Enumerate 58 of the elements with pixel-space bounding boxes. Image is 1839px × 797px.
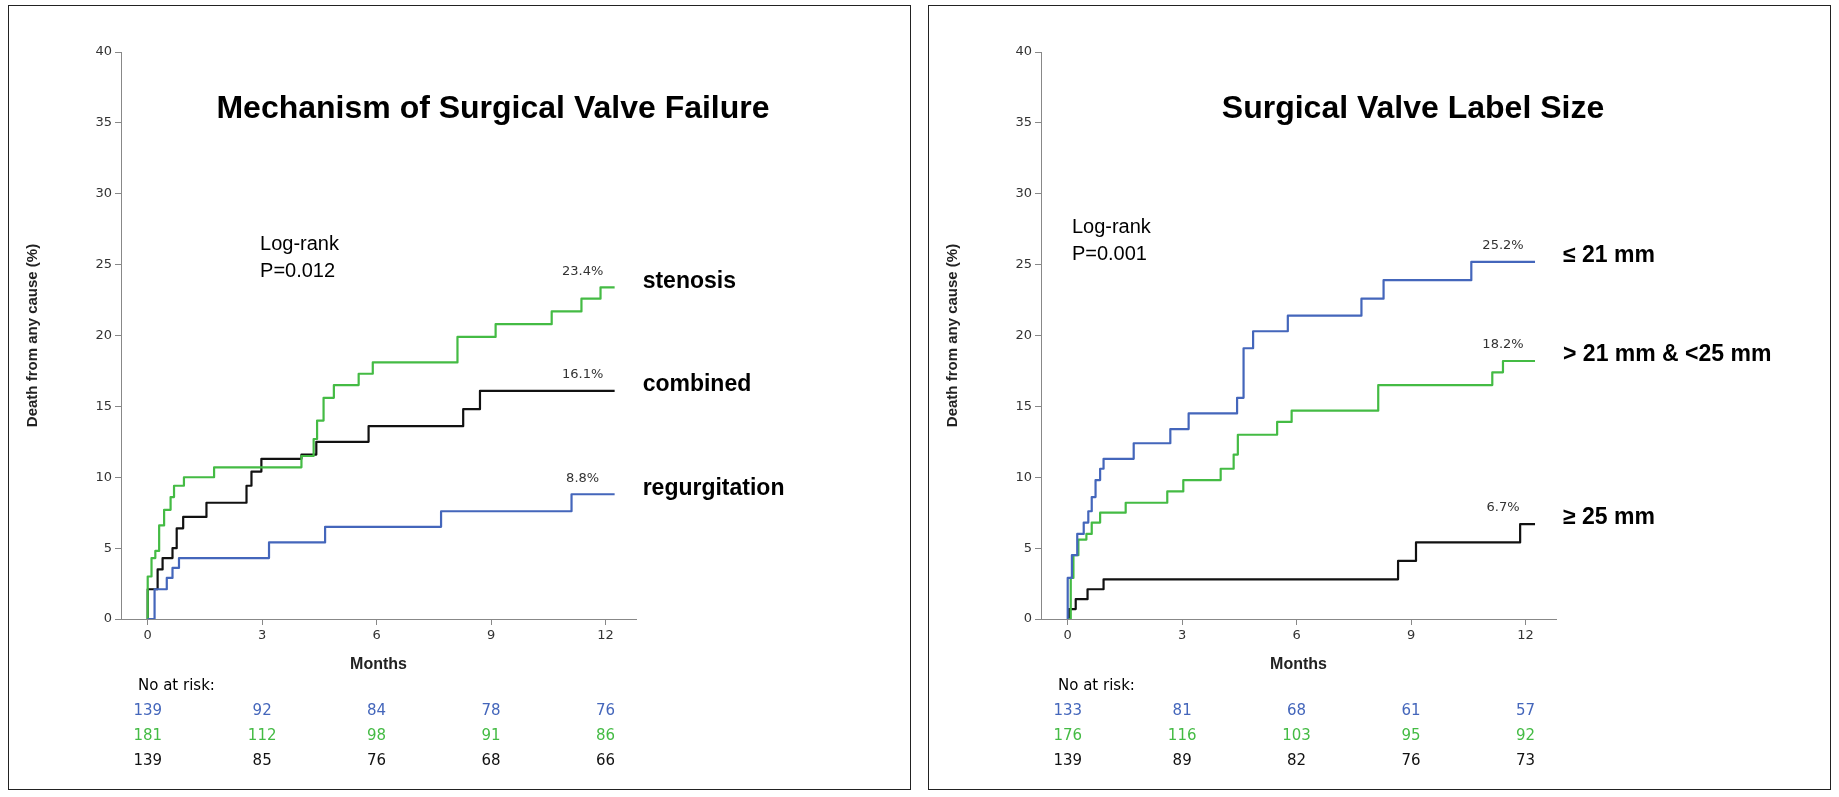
series-label: regurgitation	[642, 473, 785, 500]
y-tick-label: 40	[1015, 43, 1032, 59]
y-tick-label: 15	[1015, 397, 1032, 413]
series-label: ≤ 21 mm	[1563, 241, 1655, 268]
data-label: 8.8%	[566, 469, 600, 485]
text: 181 112 98 91 86	[133, 725, 616, 744]
text: No at risk:	[1058, 675, 1135, 694]
data-label: 23.4%	[561, 262, 604, 278]
x-tick-label: 12	[597, 627, 614, 643]
text: Mechanism of Surgical Valve Failure	[216, 88, 770, 125]
text: 139 85 76 68 66	[133, 750, 616, 769]
text: Surgical Valve Label Size	[1221, 88, 1605, 125]
x-axis-title: Months	[1270, 654, 1328, 672]
y-tick-label: 25	[95, 256, 112, 271]
y-tick-label: 20	[1015, 326, 1032, 342]
y-axis-title: Death from any cause (%)	[23, 243, 41, 428]
x-tick-label: 0	[143, 627, 152, 643]
x-tick-label: 12	[1517, 627, 1534, 643]
text: 133 81 68 61 57	[1053, 700, 1536, 719]
y-axis-title: Death from any cause (%)	[943, 243, 961, 428]
x-tick-label: 3	[1178, 627, 1187, 643]
x-tick-label: 3	[258, 627, 267, 643]
text: No at risk:	[138, 675, 215, 694]
y-tick-label: 40	[95, 43, 112, 59]
y-tick-label: 30	[95, 185, 112, 201]
x-tick-label: 6	[372, 627, 381, 643]
data-label: 16.1%	[561, 366, 604, 382]
y-tick-label: 20	[95, 326, 112, 342]
y-tick-label: 0	[103, 610, 112, 626]
x-tick-label: 0	[1063, 627, 1072, 643]
y-tick-label: 30	[1015, 185, 1032, 201]
y-tick-label: 10	[95, 468, 112, 484]
y-tick-label: 15	[95, 397, 112, 413]
annotation: Log-rank	[1071, 215, 1152, 238]
series-label: combined	[642, 370, 752, 397]
x-tick-label: 9	[1406, 627, 1416, 643]
y-tick-label: 35	[95, 114, 112, 130]
x-tick-label: 6	[1292, 627, 1301, 643]
annotation: P=0.001	[1071, 242, 1147, 265]
annotation: P=0.012	[260, 259, 336, 282]
y-tick-label: 10	[1015, 468, 1032, 484]
text: 176 116 103 95 92	[1053, 725, 1536, 744]
x-tick-label: 9	[486, 627, 496, 643]
y-tick-label: 25	[1015, 256, 1032, 271]
y-tick-label: 35	[1015, 114, 1032, 130]
y-tick-label: 0	[1023, 610, 1032, 626]
y-tick-label: 5	[103, 539, 112, 555]
data-label: 6.7%	[1486, 499, 1520, 515]
series-label: > 21 mm & <25 mm	[1563, 340, 1772, 367]
series-label: ≥ 25 mm	[1563, 503, 1655, 530]
text: 139 92 84 78 76	[133, 700, 616, 719]
y-tick-label: 5	[1023, 539, 1032, 555]
x-axis-title: Months	[350, 654, 408, 672]
data-label: 25.2%	[1482, 237, 1524, 253]
annotation: Log-rank	[260, 232, 340, 255]
data-label: 18.2%	[1482, 336, 1524, 352]
text: 139 89 82 76 73	[1053, 750, 1536, 769]
series-label: stenosis	[642, 266, 736, 293]
